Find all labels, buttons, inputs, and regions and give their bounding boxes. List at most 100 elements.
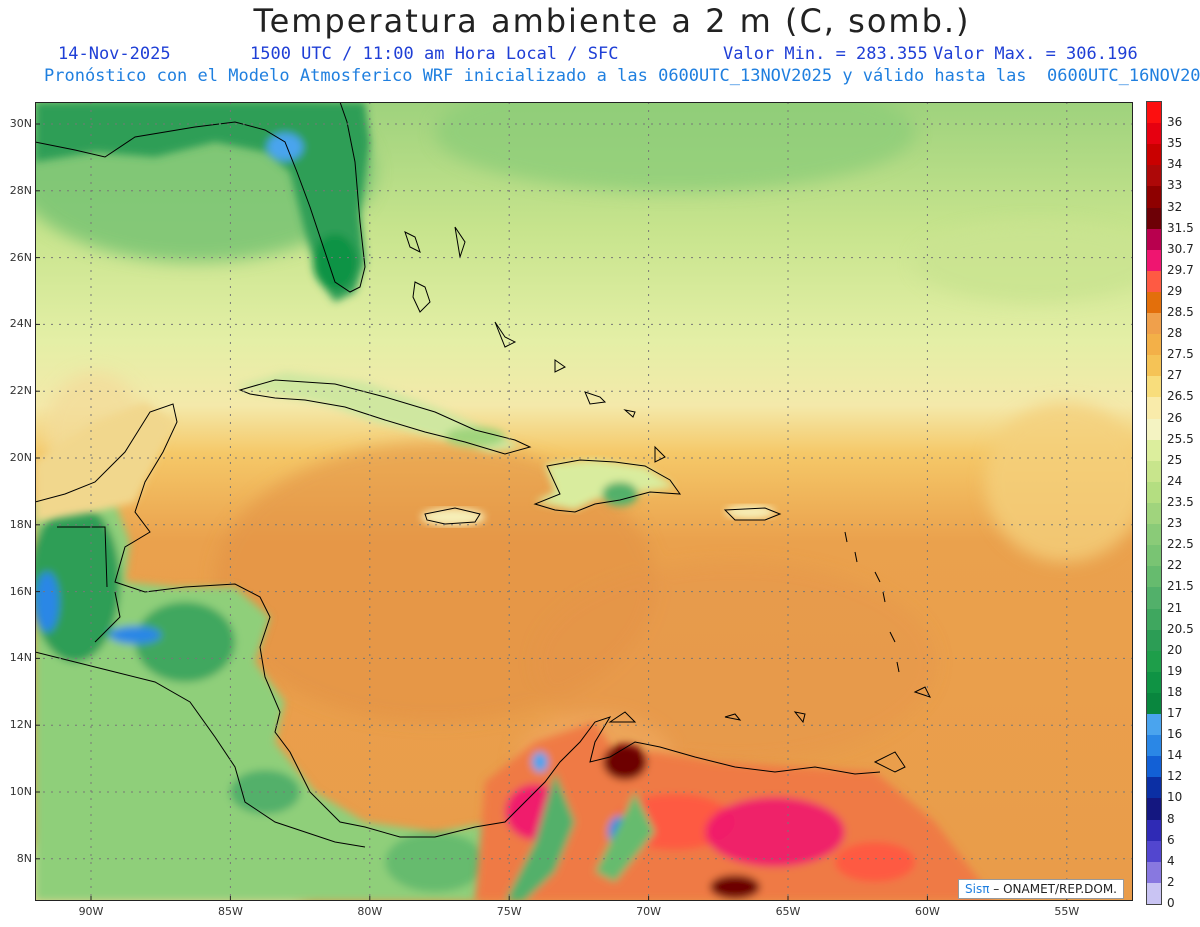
colorbar-swatch (1147, 735, 1161, 757)
colorbar-swatch (1147, 714, 1161, 736)
colorbar-swatch (1147, 840, 1161, 863)
lon-label-60w: 60W (914, 905, 940, 918)
min-value: Valor Min. = 283.355 (723, 44, 928, 64)
temperature-colorbar (1146, 101, 1162, 905)
lon-label-90w: 90W (78, 905, 104, 918)
colorbar-swatch (1147, 861, 1161, 884)
colorbar-swatch (1147, 228, 1161, 251)
model-info: Pronóstico con el Modelo Atmosferico WRF… (44, 66, 1200, 86)
credit-text: – ONAMET/REP.DOM. (989, 882, 1117, 896)
colorbar-label: 33 (1167, 178, 1183, 193)
colorbar-label: 6 (1167, 832, 1175, 847)
colorbar-label: 8 (1167, 811, 1175, 826)
cuba-land (235, 372, 520, 452)
colorbar-label: 17 (1167, 706, 1183, 721)
colorbar-swatch (1147, 397, 1161, 420)
forecast-date: 14-Nov-2025 (58, 44, 171, 64)
south-america-land (475, 722, 995, 901)
lat-label-16n: 16N (9, 584, 32, 598)
max-value: Valor Max. = 306.196 (933, 44, 1138, 64)
colorbar-swatch (1147, 355, 1161, 377)
credit-label: Sisπ – ONAMET/REP.DOM. (958, 879, 1124, 899)
colorbar-swatch (1147, 334, 1161, 356)
colorbar-label: 30.7 (1167, 241, 1194, 256)
colorbar-label: 10 (1167, 790, 1183, 805)
small-islands (404, 226, 931, 773)
hispaniola-land (535, 460, 675, 510)
colorbar-label: 26 (1167, 410, 1183, 425)
colorbar-label: 26.5 (1167, 389, 1194, 404)
colorbar-swatch (1147, 207, 1161, 230)
colorbar-swatch (1147, 629, 1161, 652)
credit-brand: Sisπ (965, 882, 990, 896)
colorbar-swatch (1147, 503, 1161, 525)
colorbar-label: 4 (1167, 853, 1175, 868)
colorbar-label: 25.5 (1167, 431, 1194, 446)
lat-label-30n: 30N (9, 117, 32, 130)
lon-label-80w: 80W (357, 905, 383, 918)
colorbar-label: 27.5 (1167, 347, 1194, 362)
colorbar-label: 12 (1167, 769, 1183, 784)
colorbar-swatch (1147, 798, 1161, 821)
colorbar-label: 19 (1167, 663, 1183, 678)
colorbar-swatch (1147, 313, 1161, 335)
lon-label-75w: 75W (496, 905, 522, 918)
colorbar-swatch (1147, 882, 1161, 905)
colorbar-swatch (1147, 756, 1161, 778)
colorbar-label: 29 (1167, 283, 1183, 298)
colorbar-label: 23.5 (1167, 495, 1194, 509)
lat-label-12n: 12N (9, 718, 32, 732)
lat-label-10n: 10N (9, 785, 32, 798)
map-frame (35, 102, 1133, 901)
colorbar-swatch (1147, 186, 1161, 208)
lon-label-65w: 65W (775, 905, 801, 918)
lat-label-22n: 22N (9, 384, 32, 398)
colorbar-swatch (1147, 144, 1161, 166)
graticule (35, 102, 1133, 901)
colorbar-label: 0 (1167, 896, 1175, 910)
colorbar-label: 20 (1167, 642, 1183, 657)
colorbar-label: 23 (1167, 516, 1183, 531)
colorbar-swatch (1147, 270, 1161, 293)
forecast-time: 1500 UTC / 11:00 am Hora Local / SFC (250, 44, 619, 64)
coastlines (35, 102, 881, 848)
central-america-land (35, 497, 535, 901)
colorbar-swatch (1147, 566, 1161, 588)
colorbar-label: 16 (1167, 727, 1183, 742)
colorbar-swatch (1147, 524, 1161, 546)
colorbar-label: 20.5 (1167, 621, 1194, 636)
lat-label-28n: 28N (9, 183, 32, 197)
colorbar-label: 25 (1167, 452, 1183, 467)
colorbar-label: 21 (1167, 600, 1183, 615)
colorbar-swatch (1147, 291, 1161, 314)
temperature-map (35, 102, 1133, 901)
colorbar-swatch (1147, 123, 1161, 145)
colorbar-swatch (1147, 249, 1161, 272)
colorbar-swatch (1147, 671, 1161, 694)
colorbar-label: 36 (1167, 115, 1183, 130)
colorbar-swatch (1147, 819, 1161, 842)
colorbar-label: 31.5 (1167, 220, 1194, 235)
colorbar-label: 29.7 (1167, 262, 1194, 277)
colorbar-swatch (1147, 165, 1161, 187)
lat-label-26n: 26N (9, 250, 32, 264)
colorbar-swatch (1147, 418, 1161, 441)
colorbar-swatch (1147, 608, 1161, 631)
lon-label-55w: 55W (1054, 905, 1080, 918)
map-canvas (35, 102, 1133, 901)
colorbar-label: 21.5 (1167, 579, 1194, 594)
jamaica-land (421, 508, 485, 526)
colorbar-swatch (1147, 376, 1161, 398)
colorbar-label: 28.5 (1167, 305, 1194, 320)
colorbar-label: 34 (1167, 157, 1183, 172)
colorbar-swatch (1147, 481, 1161, 504)
lat-label-8n: 8N (16, 851, 32, 865)
colorbar-swatch (1147, 777, 1161, 799)
colorbar-label: 2 (1167, 874, 1175, 889)
colorbar-label: 18 (1167, 684, 1183, 699)
lat-label-20n: 20N (9, 451, 32, 464)
colorbar-label: 22 (1167, 558, 1183, 573)
colorbar-label: 14 (1167, 748, 1183, 763)
colorbar-swatch (1147, 650, 1161, 673)
colorbar-swatch (1147, 692, 1161, 715)
